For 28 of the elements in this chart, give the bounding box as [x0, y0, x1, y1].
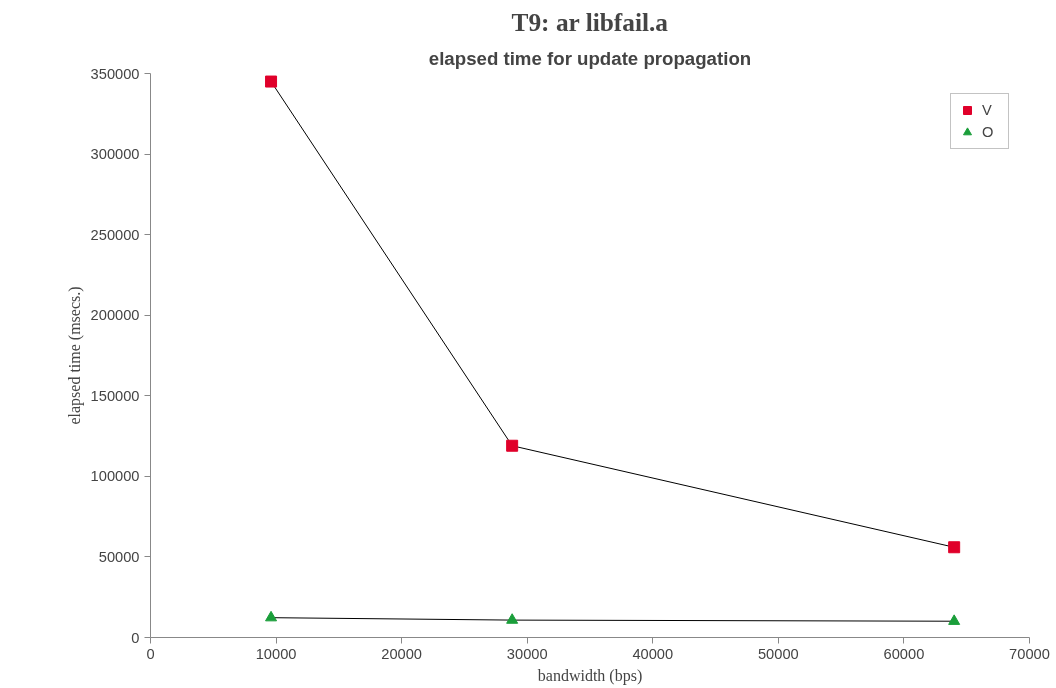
x-tick-label: 50000 — [757, 645, 799, 662]
point — [265, 610, 278, 622]
y-axis-title: elapsed time (msecs.) — [65, 286, 84, 425]
x-tick-label: 60000 — [883, 645, 925, 662]
point — [948, 614, 961, 625]
y-tick-label: 150000 — [90, 387, 140, 404]
point — [948, 541, 961, 554]
y-tick-label: 250000 — [90, 226, 140, 243]
point — [265, 75, 278, 88]
x-tick-label: 0 — [146, 645, 155, 662]
chart-title: T9: ar libfail.a — [511, 7, 669, 36]
y-tick-label: 0 — [131, 629, 140, 646]
point — [506, 613, 519, 624]
y-tick-label: 350000 — [90, 65, 140, 82]
y-tick-label: 200000 — [90, 307, 140, 324]
x-tick-label: 70000 — [1009, 645, 1050, 662]
legend-label: O — [982, 124, 995, 140]
x-tick-label: 20000 — [381, 645, 423, 662]
y-tick-label: 50000 — [98, 548, 140, 565]
y-tick-label: 100000 — [90, 468, 140, 485]
x-axis-title: bandwidth (bps) — [537, 666, 643, 685]
y-tick-label: 300000 — [90, 146, 140, 163]
x-tick-label: 10000 — [255, 645, 297, 662]
x-tick-label: 30000 — [506, 645, 548, 662]
chart-subtitle: elapsed time for update propagation — [428, 47, 752, 69]
point — [506, 439, 519, 452]
x-tick-label: 40000 — [632, 645, 674, 662]
legend-label: V — [982, 102, 993, 118]
